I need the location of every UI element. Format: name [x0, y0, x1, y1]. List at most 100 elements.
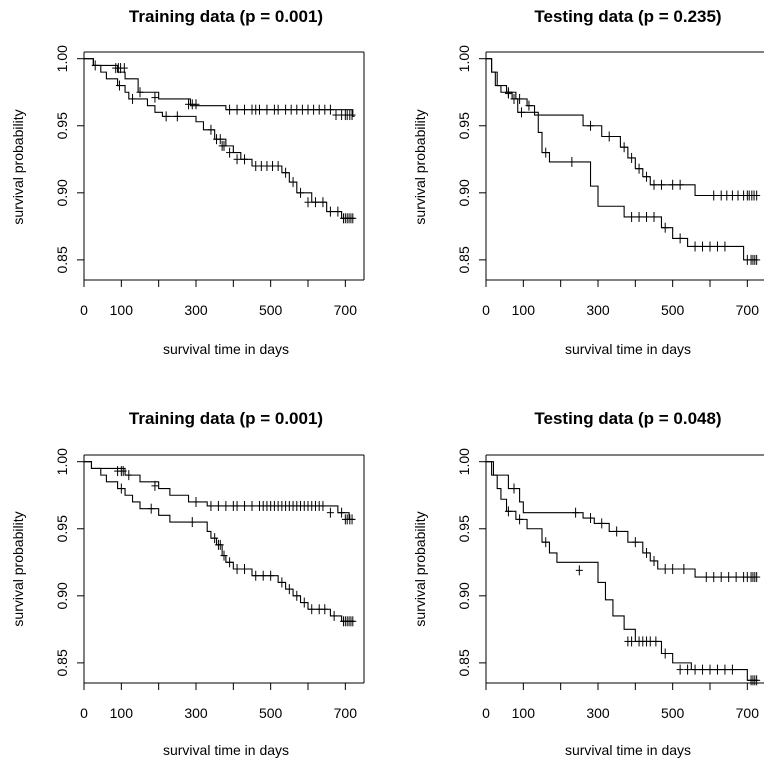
censor-mark [349, 213, 357, 224]
censor-mark [753, 675, 761, 686]
censor-mark [587, 513, 595, 524]
censor-mark [598, 518, 606, 529]
censor-mark [285, 584, 293, 595]
x-tick-label: 100 [512, 705, 536, 721]
censor-mark [267, 570, 275, 581]
censor-mark [289, 177, 297, 188]
censor-mark [278, 577, 286, 588]
censor-mark [226, 557, 234, 568]
censor-mark [233, 564, 241, 574]
censor-mark [349, 616, 357, 627]
x-tick-label: 300 [184, 302, 208, 318]
censor-mark [319, 197, 327, 208]
x-tick-label: 500 [661, 705, 685, 721]
censor-mark [650, 179, 658, 190]
censor-mark [252, 570, 260, 581]
censor-mark [241, 154, 249, 165]
x-tick-label: 100 [110, 302, 134, 318]
censor-mark [676, 233, 684, 244]
censor-mark [293, 590, 301, 601]
censor-mark [91, 60, 99, 71]
panel-4-series-2-line [486, 461, 757, 681]
censor-mark [542, 147, 550, 158]
censor-mark [504, 87, 512, 98]
censor-mark [572, 507, 580, 518]
x-tick-label: 0 [482, 705, 490, 721]
censor-mark [721, 241, 729, 252]
censor-mark [676, 179, 684, 190]
censor-mark [661, 564, 669, 574]
censor-mark [717, 572, 725, 583]
panel-2-series-1-line [486, 58, 757, 197]
x-tick-label: 100 [110, 705, 134, 721]
censor-mark [568, 156, 576, 167]
censor-mark [699, 241, 707, 252]
censor-mark [650, 555, 658, 566]
censor-mark [162, 111, 170, 122]
censor-mark [282, 167, 290, 178]
censor-mark [151, 480, 159, 491]
panel-1-series-2-line [84, 58, 355, 219]
censor-mark [702, 572, 710, 583]
y-tick-label: 0.90 [456, 582, 472, 609]
censor-mark [643, 547, 651, 558]
censor-mark [661, 648, 669, 659]
censor-mark [684, 664, 692, 675]
censor-mark [192, 99, 200, 110]
panel-3-ticks: 0 100 300 500 700 0.85 0.90 0.95 1.00 [54, 448, 365, 721]
x-tick-label: 0 [80, 302, 88, 318]
y-tick-label: 1.00 [456, 448, 472, 475]
y-tick-label: 0.90 [54, 582, 70, 609]
censor-mark [274, 104, 282, 115]
x-tick-label: 0 [482, 302, 490, 318]
censor-mark [151, 92, 159, 103]
panel-1-ylabel: survival probability [10, 109, 26, 224]
censor-mark [669, 179, 677, 190]
censor-mark [620, 142, 628, 153]
x-tick-label: 700 [334, 302, 358, 318]
censor-mark [248, 500, 256, 511]
censor-mark [147, 503, 155, 514]
x-tick-label: 300 [184, 705, 208, 721]
panel-3: Training data (p = 0.001) survival time … [10, 409, 365, 758]
panel-3-ylabel: survival probability [10, 511, 26, 626]
panel-3-xlabel: survival time in days [163, 742, 289, 758]
censor-mark [721, 664, 729, 675]
censor-mark [300, 597, 308, 608]
censor-mark [635, 211, 643, 222]
censor-mark [226, 104, 234, 115]
censor-mark [605, 131, 613, 142]
panel-1-title: Training data (p = 0.001) [129, 7, 323, 26]
x-tick-label: 500 [259, 705, 283, 721]
y-tick-label: 0.85 [456, 246, 472, 273]
censor-mark [207, 500, 215, 511]
censor-mark [125, 470, 133, 481]
x-tick-label: 500 [259, 302, 283, 318]
censor-mark [308, 604, 316, 615]
censor-mark [635, 163, 643, 174]
censor-mark [587, 120, 595, 131]
censor-mark [173, 111, 181, 122]
panel-4-plot [486, 461, 761, 686]
panel-2-series-2-line [486, 58, 757, 261]
panel-2-xlabel: survival time in days [565, 341, 691, 357]
censor-mark [233, 104, 241, 115]
panel-2-title: Testing data (p = 0.235) [534, 7, 721, 26]
x-tick-label: 700 [334, 705, 358, 721]
censor-mark [220, 550, 228, 561]
censor-mark [117, 483, 125, 494]
censor-mark [504, 506, 512, 517]
panel-4-title: Testing data (p = 0.048) [534, 409, 721, 428]
censor-mark [613, 526, 621, 537]
x-tick-label: 500 [661, 302, 685, 318]
censor-mark [321, 604, 329, 615]
censor-mark [525, 100, 533, 111]
panel-1: Training data (p = 0.001) survival time … [10, 7, 365, 357]
panel-1-plot [84, 58, 357, 224]
censor-mark [643, 211, 651, 222]
censor-mark [732, 572, 740, 583]
panel-2-ylabel: survival probability [412, 109, 428, 224]
censor-mark [510, 483, 518, 494]
censor-mark [259, 570, 267, 581]
